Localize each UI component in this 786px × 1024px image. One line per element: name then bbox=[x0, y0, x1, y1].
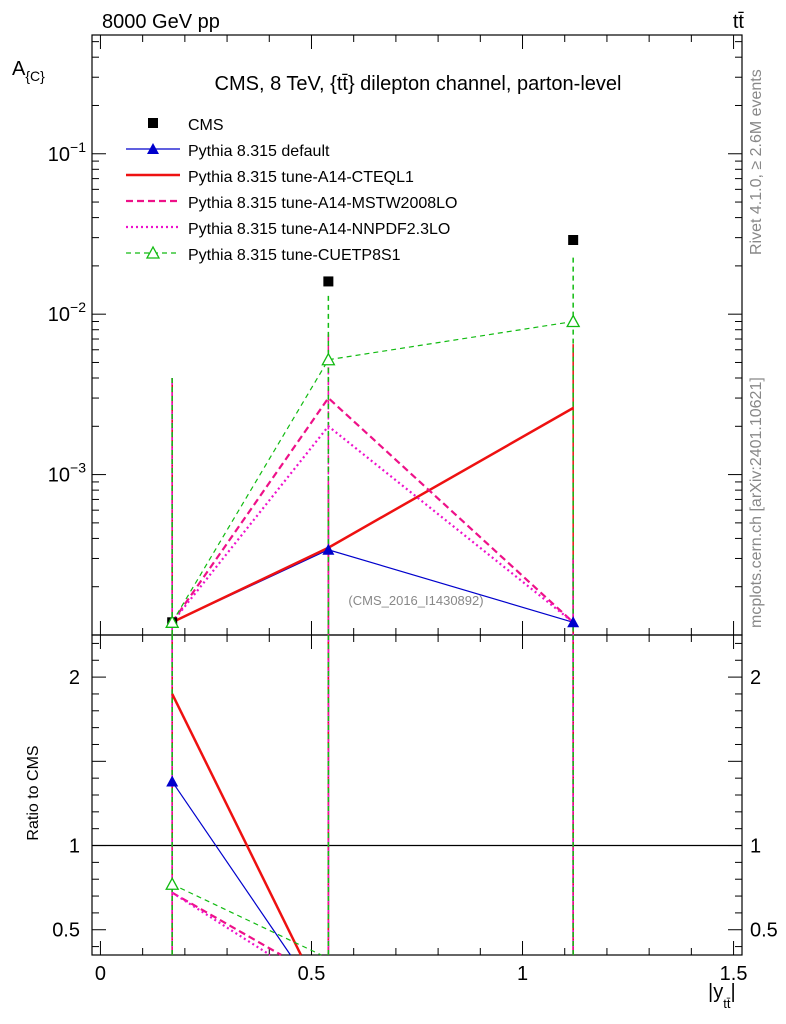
ratio-series-layer bbox=[165, 635, 574, 956]
ratio-plot-frame bbox=[91, 634, 743, 956]
y-tick-label: 10−1 bbox=[48, 139, 86, 166]
y-tick-exponent: −1 bbox=[70, 139, 86, 155]
ratio-tick-label: 1 bbox=[69, 836, 80, 858]
data-point bbox=[165, 614, 180, 628]
y-tick-label: 10−3 bbox=[48, 460, 86, 487]
y-tick-exponent: −3 bbox=[70, 460, 86, 476]
ratio-axis-ticks: 0 0.5 1 1.50.5 0.51 12 2 bbox=[52, 635, 778, 985]
ratio-y-axis-label: Ratio to CMS bbox=[25, 745, 42, 840]
data-point bbox=[322, 543, 335, 555]
ratio-series-line bbox=[171, 693, 303, 956]
data-point bbox=[567, 616, 580, 628]
legend-label: Pythia 8.315 tune-CUETP8S1 bbox=[188, 247, 401, 264]
y-tick-base: 10 bbox=[48, 304, 70, 326]
legend-marker bbox=[147, 143, 159, 154]
legend-label: Pythia 8.315 default bbox=[188, 143, 330, 160]
legend-label: CMS bbox=[188, 117, 224, 134]
y-tick-label: 10−2 bbox=[48, 299, 86, 326]
legend-marker bbox=[145, 245, 161, 259]
ratio-tick-label-right: 1 bbox=[750, 836, 761, 858]
series-line bbox=[171, 549, 574, 623]
legend-label: Pythia 8.315 tune-A14-CTEQL1 bbox=[188, 169, 414, 186]
main-axis-ticks: 10−110−210−3 bbox=[48, 35, 742, 636]
y-axis-label: A{C} bbox=[12, 58, 45, 84]
process-label: tt̄ bbox=[733, 11, 745, 33]
x-axis-label: |ytt̄| bbox=[708, 981, 736, 1011]
legend-label: Pythia 8.315 tune-A14-NNPDF2.3LO bbox=[188, 221, 450, 238]
x-axis-label-main: |y bbox=[708, 981, 723, 1003]
x-tick-label: 0.5 bbox=[298, 963, 326, 985]
mcplots-reference-text: mcplots.cern.ch [arXiv:2401.10621] bbox=[748, 377, 765, 628]
legend-label: Pythia 8.315 tune-A14-MSTW2008LO bbox=[188, 195, 457, 212]
ratio-point bbox=[165, 876, 180, 890]
y-tick-exponent: −2 bbox=[70, 299, 86, 315]
data-point bbox=[323, 276, 334, 287]
ratio-series-line bbox=[171, 883, 322, 956]
y-tick-base: 10 bbox=[48, 465, 70, 487]
legend: CMS Pythia 8.315 default Pythia 8.315 tune… bbox=[126, 117, 457, 264]
collision-label: 8000 GeV pp bbox=[102, 11, 220, 33]
x-axis-label-close: | bbox=[730, 981, 735, 1003]
x-tick-label: 1 bbox=[517, 963, 528, 985]
main-series-layer bbox=[165, 235, 581, 635]
x-tick-label: 0 bbox=[95, 963, 106, 985]
ratio-tick-label: 0.5 bbox=[52, 920, 80, 942]
y-axis-label-sub: {C} bbox=[25, 68, 45, 84]
data-point bbox=[321, 352, 336, 366]
ratio-tick-label: 2 bbox=[69, 667, 80, 689]
data-point bbox=[566, 314, 581, 328]
rivet-version-text: Rivet 4.1.0, ≥ 2.6M events bbox=[748, 69, 765, 255]
data-point bbox=[568, 235, 579, 246]
ratio-series-line bbox=[171, 891, 282, 956]
series-line bbox=[171, 424, 574, 624]
ratio-point bbox=[166, 775, 179, 787]
analysis-tag: (CMS_2016_I1430892) bbox=[348, 593, 483, 608]
series-line bbox=[171, 396, 574, 624]
x-axis-label-sub: tt̄ bbox=[723, 996, 731, 1011]
ratio-series-line bbox=[171, 891, 271, 956]
ratio-tick-label-right: 0.5 bbox=[750, 920, 778, 942]
y-axis-label-main: A bbox=[12, 58, 26, 80]
chart-title: CMS, 8 TeV, {tt̄} dilepton channel, part… bbox=[215, 73, 622, 95]
y-tick-base: 10 bbox=[48, 144, 70, 166]
series-line bbox=[171, 320, 574, 623]
x-tick-label: 1.5 bbox=[720, 963, 748, 985]
ratio-series-line bbox=[171, 781, 291, 956]
ratio-tick-label-right: 2 bbox=[750, 667, 761, 689]
legend-marker bbox=[148, 118, 158, 128]
series-line bbox=[171, 406, 574, 624]
